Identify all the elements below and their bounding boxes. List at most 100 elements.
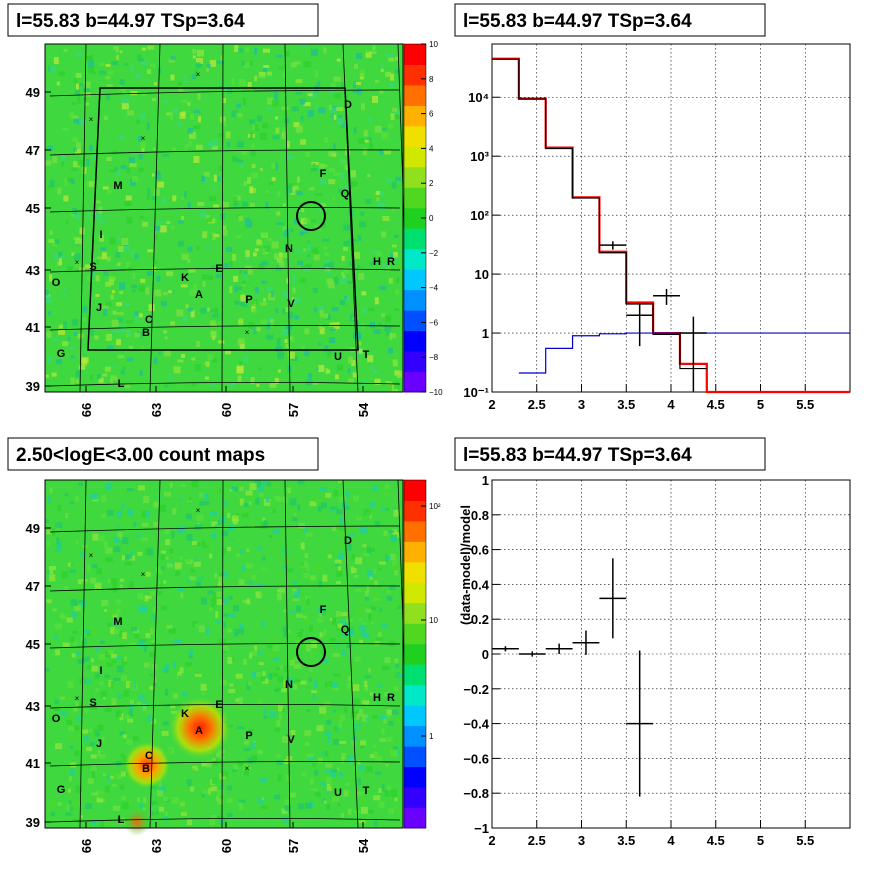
map-pixel bbox=[61, 161, 65, 167]
map-pixel bbox=[322, 238, 330, 242]
colorbar-band bbox=[404, 289, 426, 311]
map-pixel bbox=[52, 156, 58, 164]
map-pixel bbox=[317, 506, 322, 514]
map-pixel bbox=[312, 163, 316, 167]
map-pixel bbox=[263, 298, 267, 302]
map-pixel bbox=[238, 47, 244, 53]
map-pixel bbox=[306, 644, 311, 652]
map-pixel bbox=[277, 369, 281, 373]
map-pixel bbox=[67, 562, 71, 567]
map-pixel bbox=[48, 804, 56, 812]
map-pixel bbox=[341, 255, 345, 261]
map-pixel bbox=[361, 714, 368, 722]
map-pixel bbox=[274, 727, 280, 732]
map-pixel bbox=[365, 717, 369, 721]
map-pixel bbox=[129, 163, 137, 168]
residuals-y-tick-label: −1 bbox=[474, 821, 489, 836]
map-pixel bbox=[82, 656, 90, 662]
map-pixel bbox=[150, 614, 155, 620]
colorbar-band bbox=[404, 746, 426, 768]
map-pixel bbox=[79, 702, 83, 706]
map-pixel bbox=[378, 567, 382, 571]
map-pixel bbox=[294, 61, 301, 65]
map-pixel bbox=[104, 785, 110, 793]
map-pixel bbox=[332, 617, 336, 625]
map-pixel bbox=[348, 261, 355, 267]
source-label-o: O bbox=[52, 277, 61, 289]
map-pixel bbox=[276, 338, 281, 346]
map-pixel bbox=[121, 238, 129, 245]
source-label-t: T bbox=[363, 349, 370, 361]
map-pixel bbox=[384, 657, 391, 664]
map-pixel bbox=[277, 190, 281, 197]
map-pixel bbox=[251, 671, 259, 678]
map-pixel bbox=[125, 195, 132, 201]
map-pixel bbox=[384, 692, 391, 697]
map-pixel bbox=[229, 286, 233, 294]
map-pixel bbox=[339, 496, 347, 503]
map-pixel bbox=[292, 656, 299, 661]
map-pixel bbox=[282, 308, 287, 314]
map-pixel bbox=[243, 764, 249, 772]
map-pixel bbox=[239, 160, 244, 164]
map-pixel bbox=[88, 60, 95, 68]
map-pixel bbox=[226, 246, 232, 252]
map-pixel bbox=[96, 259, 100, 265]
map-pixel bbox=[46, 570, 50, 574]
map-pixel bbox=[317, 608, 325, 613]
map-pixel bbox=[103, 115, 108, 120]
map-pixel bbox=[370, 606, 377, 611]
map-pixel bbox=[247, 82, 252, 90]
map-pixel bbox=[122, 87, 126, 94]
map-pixel bbox=[63, 287, 67, 292]
map-pixel bbox=[309, 91, 317, 98]
map-pixel bbox=[277, 774, 282, 782]
map-x-tick-label: 54 bbox=[356, 838, 371, 853]
map-pixel bbox=[390, 749, 398, 757]
map-pixel bbox=[246, 256, 249, 261]
map-pixel bbox=[241, 280, 246, 284]
map-pixel bbox=[91, 792, 99, 796]
map-pixel bbox=[108, 70, 113, 75]
map-pixel bbox=[75, 540, 79, 544]
map-x-tick-label: 60 bbox=[219, 403, 234, 417]
map-pixel bbox=[117, 246, 124, 252]
map-pixel bbox=[276, 687, 282, 692]
source-label-q: Q bbox=[341, 624, 350, 636]
map-pixel bbox=[231, 78, 235, 85]
map-pixel bbox=[243, 503, 249, 508]
map-pixel bbox=[196, 514, 204, 521]
map-pixel bbox=[254, 248, 259, 252]
map-pixel bbox=[83, 630, 89, 634]
map-pixel bbox=[333, 93, 341, 99]
map-pixel bbox=[180, 484, 186, 487]
map-pixel bbox=[111, 784, 117, 788]
map-pixel bbox=[243, 181, 247, 187]
map-pixel bbox=[387, 746, 392, 753]
colorbar-tick-label: 1 bbox=[429, 732, 434, 741]
map-pixel bbox=[143, 662, 150, 668]
map-pixel bbox=[323, 629, 327, 637]
map-pixel bbox=[391, 709, 399, 715]
map-pixel bbox=[53, 707, 61, 711]
map-pixel bbox=[170, 225, 175, 229]
map-pixel bbox=[242, 600, 249, 604]
source-label-n: N bbox=[285, 243, 293, 255]
map-pixel bbox=[263, 715, 268, 719]
map-pixel bbox=[326, 783, 332, 791]
map-pixel bbox=[151, 196, 158, 201]
source-a-hotspot bbox=[168, 696, 232, 760]
map-pixel bbox=[276, 720, 281, 727]
map-pixel bbox=[165, 539, 171, 546]
map-pixel bbox=[367, 355, 374, 363]
map-pixel bbox=[337, 623, 343, 629]
map-pixel bbox=[173, 366, 181, 374]
map-pixel bbox=[369, 575, 373, 580]
map-pixel bbox=[374, 520, 380, 526]
map-pixel bbox=[180, 284, 188, 288]
map-pixel bbox=[220, 55, 224, 63]
map-pixel bbox=[251, 163, 256, 168]
map-pixel bbox=[168, 290, 173, 294]
map-pixel bbox=[257, 739, 264, 746]
